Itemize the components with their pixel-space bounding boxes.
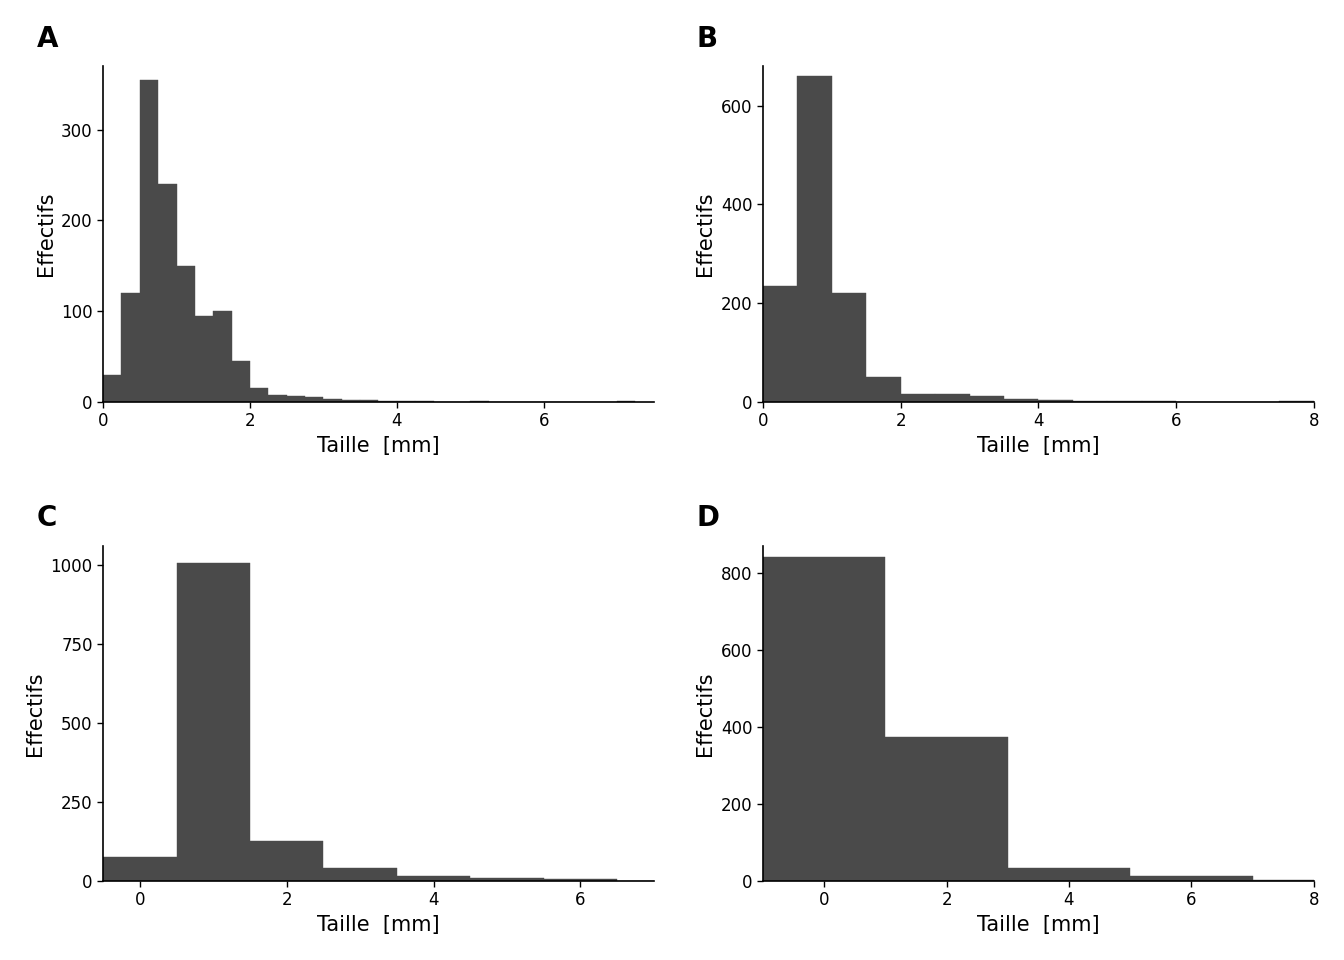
X-axis label: Taille  [mm]: Taille [mm] — [977, 915, 1099, 935]
Bar — [969, 396, 1004, 401]
Bar — [886, 736, 1008, 881]
Bar — [121, 293, 140, 401]
Bar — [231, 361, 250, 401]
Bar — [214, 311, 231, 401]
Bar — [867, 377, 900, 401]
Bar — [763, 286, 797, 401]
Text: A: A — [38, 25, 59, 53]
Y-axis label: Effectifs: Effectifs — [35, 192, 55, 276]
X-axis label: Taille  [mm]: Taille [mm] — [317, 915, 439, 935]
Bar — [900, 395, 935, 401]
Bar — [935, 395, 969, 401]
Bar — [832, 293, 867, 401]
Bar — [140, 80, 159, 401]
Bar — [269, 396, 286, 401]
Bar — [1073, 400, 1107, 401]
Y-axis label: Effectifs: Effectifs — [26, 671, 44, 756]
Bar — [324, 399, 341, 401]
Bar — [250, 842, 324, 881]
Bar — [1039, 400, 1073, 401]
X-axis label: Taille  [mm]: Taille [mm] — [977, 436, 1099, 456]
Y-axis label: Effectifs: Effectifs — [695, 671, 715, 756]
Bar — [1004, 399, 1039, 401]
Bar — [544, 879, 617, 881]
Bar — [176, 564, 250, 881]
Bar — [103, 857, 176, 881]
Bar — [324, 869, 396, 881]
Text: C: C — [38, 504, 58, 533]
Bar — [250, 388, 269, 401]
Bar — [797, 76, 832, 401]
Text: D: D — [698, 504, 720, 533]
Bar — [360, 400, 379, 401]
Bar — [396, 876, 470, 881]
Bar — [176, 266, 195, 401]
Bar — [103, 374, 121, 401]
Y-axis label: Effectifs: Effectifs — [695, 192, 715, 276]
Bar — [195, 316, 214, 401]
Bar — [1130, 876, 1253, 881]
Bar — [286, 396, 305, 401]
Bar — [341, 400, 360, 401]
Text: B: B — [698, 25, 718, 53]
Bar — [470, 878, 544, 881]
Bar — [763, 558, 886, 881]
Bar — [1008, 868, 1130, 881]
Bar — [159, 184, 176, 401]
Bar — [305, 397, 324, 401]
X-axis label: Taille  [mm]: Taille [mm] — [317, 436, 439, 456]
